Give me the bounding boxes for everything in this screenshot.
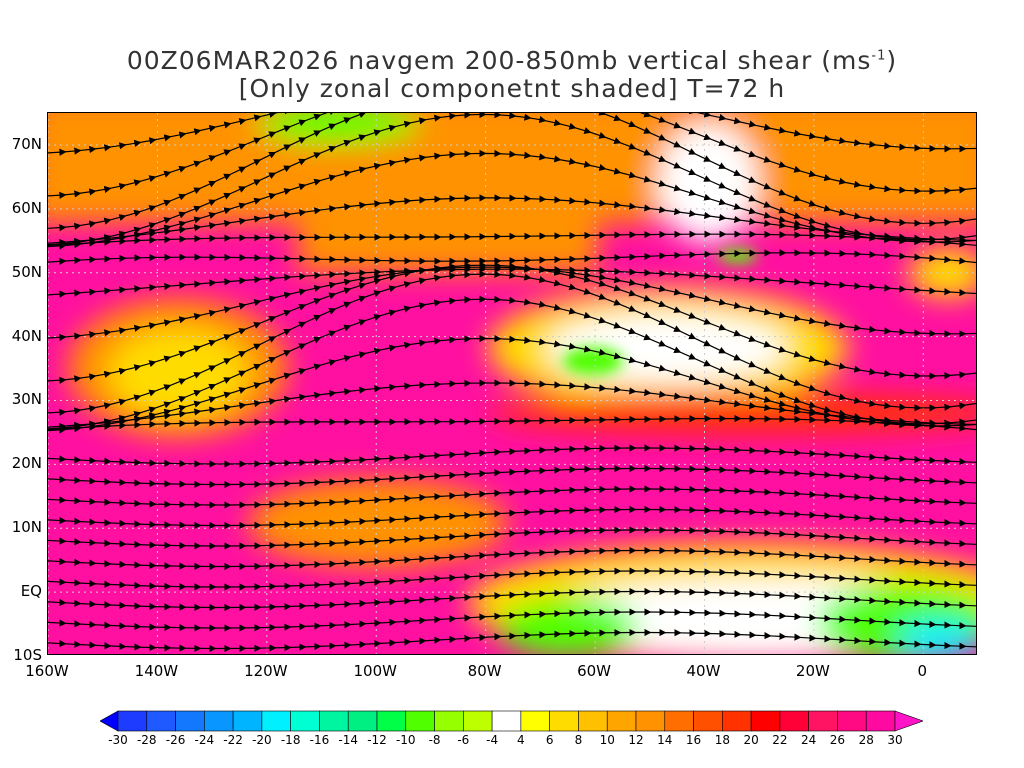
y-tick-label: 10N: [11, 518, 42, 537]
colorbar-swatch: [347, 710, 378, 732]
x-tick-label: 20W: [795, 662, 830, 680]
colorbar-swatch: [319, 710, 349, 732]
title-superscript: -1: [871, 48, 887, 64]
colorbar-swatch: [491, 710, 522, 732]
streamline: [48, 526, 976, 550]
y-tick-label: 20N: [11, 454, 42, 473]
colorbar-label: 4: [517, 733, 525, 747]
colorbar-swatch: [290, 710, 320, 732]
colorbar-label: -14: [338, 733, 359, 747]
colorbar-label: -10: [395, 733, 416, 747]
colorbar-label: -30: [108, 733, 128, 747]
streamline: [48, 194, 976, 247]
colorbar-swatch: [232, 710, 263, 732]
wind-streamlines: [48, 113, 976, 653]
colorbar: [100, 710, 923, 732]
shear-map: [48, 113, 976, 654]
colorbar-label: 26: [829, 733, 846, 747]
chart-title-line1: 00Z06MAR2026 navgem 200-850mb vertical s…: [0, 46, 1024, 75]
colorbar-under-arrow: [100, 710, 119, 732]
x-tick-label: 160W: [25, 662, 69, 680]
y-tick-label: 70N: [11, 134, 42, 153]
colorbar-label: 12: [628, 733, 644, 747]
streamline: [48, 414, 976, 433]
streamline: [48, 546, 976, 571]
colorbar-swatch: [664, 710, 694, 732]
colorbar-swatch: [837, 710, 867, 732]
streamline: [48, 608, 976, 632]
colorbar-over-arrow: [894, 710, 923, 732]
y-tick-label: 50N: [11, 262, 42, 281]
colorbar-swatch: [434, 710, 464, 732]
title-paren: ): [886, 46, 898, 75]
colorbar-swatch: [635, 710, 666, 732]
x-tick-label: 80W: [467, 662, 502, 680]
streamline: [48, 444, 976, 468]
colorbar-label: 28: [858, 733, 874, 747]
colorbar-swatch: [779, 710, 809, 732]
streamline: [48, 379, 976, 431]
colorbar-label: 18: [714, 733, 730, 747]
colorbar-label: -24: [194, 733, 215, 747]
colorbar-swatch: [520, 710, 550, 732]
y-tick-label: 30N: [11, 390, 42, 409]
colorbar-label: -4: [486, 733, 499, 747]
colorbar-label: 6: [545, 733, 554, 747]
colorbar-swatch: [405, 710, 435, 732]
y-tick-label: 60N: [11, 198, 42, 217]
colorbar-label: 10: [599, 733, 615, 747]
colorbar-swatch: [376, 710, 407, 732]
x-tick-label: 0: [917, 662, 928, 680]
colorbar-swatch: [175, 710, 205, 732]
colorbar-swatch: [463, 710, 493, 732]
x-tick-label: 120W: [244, 662, 288, 680]
x-tick-label: 140W: [134, 662, 179, 680]
colorbar-swatch: [549, 710, 579, 732]
colorbar-swatch: [693, 710, 723, 732]
y-tick-label: 40N: [11, 326, 42, 345]
colorbar-swatch: [146, 710, 176, 732]
chart-title-line2: [Only zonal componetnt shaded] T=72 h: [238, 74, 786, 103]
colorbar-label: 24: [801, 733, 817, 747]
colorbar-label: -12: [367, 733, 387, 747]
colorbar-label: 8: [574, 733, 583, 747]
streamline: [48, 485, 976, 509]
colorbar-label: -22: [223, 733, 243, 747]
y-tick-label: EQ: [20, 582, 42, 601]
streamline: [48, 249, 976, 265]
colorbar-label: -26: [165, 733, 186, 747]
colorbar-label: -8: [428, 733, 441, 747]
colorbar-label: -18: [280, 733, 301, 747]
colorbar-swatch: [750, 710, 781, 732]
colorbar-label: 22: [772, 733, 788, 747]
colorbar-swatch: [808, 710, 838, 732]
colorbar-swatch: [722, 710, 752, 732]
map-plot-area: [47, 112, 977, 655]
colorbar-label: 30: [887, 733, 903, 747]
streamline: [48, 464, 976, 489]
x-tick-label: 60W: [577, 662, 612, 680]
title-text: 00Z06MAR2026 navgem 200-850mb vertical s…: [126, 46, 872, 75]
x-tick-label: 100W: [353, 662, 397, 680]
colorbar-label: -20: [252, 733, 272, 747]
colorbar-swatch: [578, 710, 608, 732]
colorbar-label: -6: [457, 733, 470, 747]
colorbar-label: 14: [657, 733, 673, 747]
y-tick-label: 10S: [13, 646, 42, 664]
colorbar-swatch: [117, 710, 148, 732]
colorbar-swatch: [865, 710, 896, 732]
x-tick-label: 40W: [686, 662, 721, 680]
streamline: [48, 587, 976, 612]
streamline: [48, 628, 976, 653]
streamline: [48, 505, 976, 530]
streamline: [48, 567, 976, 591]
colorbar-swatch: [204, 710, 234, 732]
colorbar-label: -28: [136, 733, 157, 747]
colorbar-label: 16: [685, 733, 702, 747]
colorbar-swatch: [261, 710, 291, 732]
streamline: [48, 230, 976, 249]
colorbar-swatch: [606, 710, 637, 732]
colorbar-label: 20: [743, 733, 759, 747]
colorbar-label: -16: [309, 733, 330, 747]
